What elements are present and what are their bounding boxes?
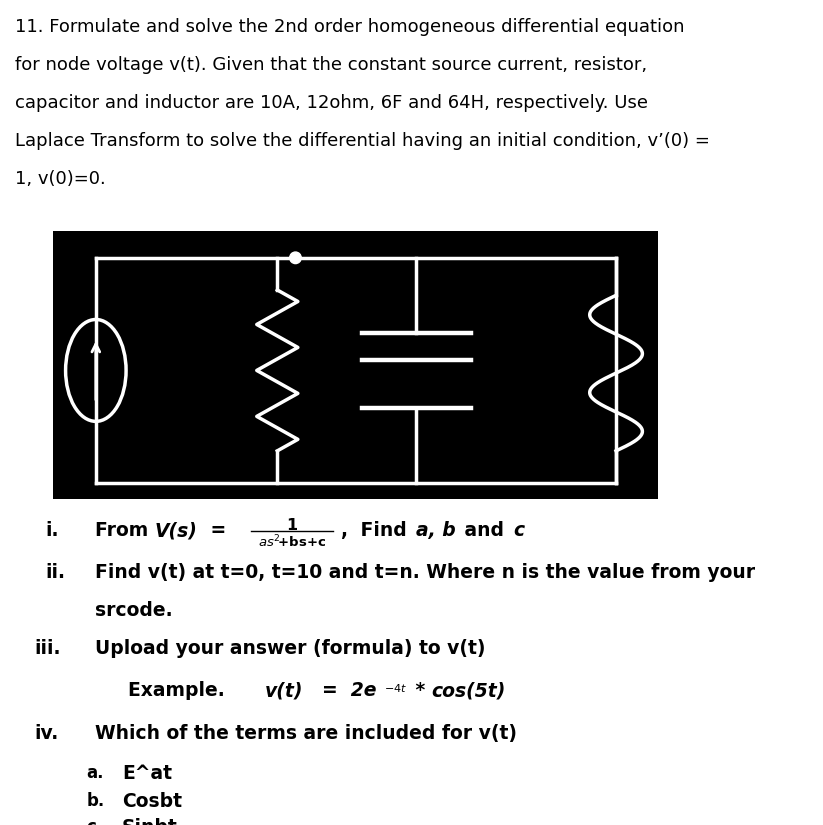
Text: iii.: iii. [35,639,61,658]
Text: Which of the terms are included for v(t): Which of the terms are included for v(t) [95,724,517,743]
Text: b.: b. [86,792,105,810]
Text: =: = [204,521,226,540]
Text: iv.: iv. [35,724,58,743]
Text: c: c [514,521,525,540]
Text: c.: c. [86,818,103,825]
Text: Find: Find [354,521,413,540]
Text: V(s): V(s) [155,521,198,540]
Text: for node voltage v(t). Given that the constant source current, resistor,: for node voltage v(t). Given that the co… [15,56,647,74]
Text: a.: a. [86,764,104,782]
Text: *: * [409,681,432,700]
Text: Example.: Example. [128,681,230,700]
Text: 1: 1 [286,518,298,533]
Text: ,: , [340,521,347,540]
Text: capacitor and inductor are 10A, 12ohm, 6F and 64H, respectively. Use: capacitor and inductor are 10A, 12ohm, 6… [15,94,648,112]
Text: ): ) [343,194,355,221]
Text: cos(5t): cos(5t) [431,681,505,700]
Text: Find v(t) at t=0, t=10 and t=n. Where n is the value from your: Find v(t) at t=0, t=10 and t=n. Where n … [95,563,755,582]
Text: srcode.: srcode. [95,601,172,620]
Text: i.: i. [45,521,58,540]
Text: Upload your answer (formula) to v(t): Upload your answer (formula) to v(t) [95,639,485,658]
Text: =  2e: = 2e [309,681,376,700]
Text: $^{-4t}$: $^{-4t}$ [384,686,407,700]
Text: v(t): v(t) [277,205,314,225]
Text: a, b: a, b [416,521,456,540]
Text: ii.: ii. [45,563,65,582]
Text: Sinbt: Sinbt [122,818,178,825]
Text: 11. Formulate and solve the 2nd order homogeneous differential equation: 11. Formulate and solve the 2nd order ho… [15,18,684,36]
Text: $as^2\!$+bs+c: $as^2\!$+bs+c [258,534,326,550]
Text: and: and [458,521,510,540]
Text: From: From [95,521,155,540]
Text: 1, v(0)=0.: 1, v(0)=0. [15,170,105,188]
Text: E^at: E^at [122,764,172,783]
Circle shape [290,252,301,264]
Bar [53,231,658,499]
Text: Laplace Transform to solve the differential having an initial condition, v’(0) =: Laplace Transform to solve the different… [15,132,709,150]
Text: Cosbt: Cosbt [122,792,182,811]
Text: v(t): v(t) [265,681,304,700]
